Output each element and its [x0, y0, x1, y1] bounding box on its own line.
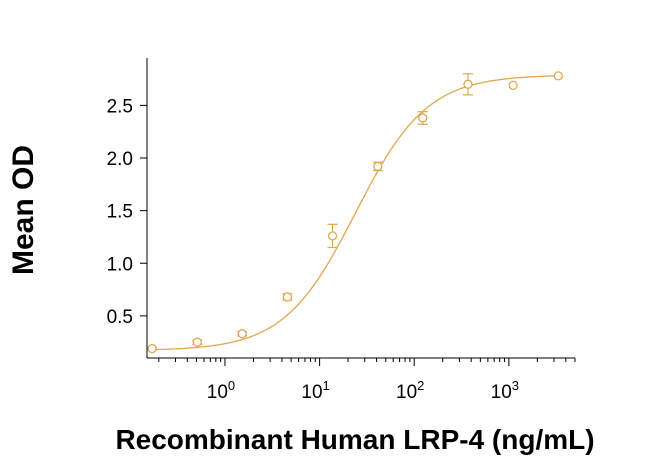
data-marker [192, 337, 202, 347]
data-marker [418, 113, 428, 123]
data-point [372, 161, 383, 172]
data-point [147, 343, 157, 354]
data-marker [553, 71, 563, 81]
data-point [462, 73, 473, 96]
x-tick-label: 102 [396, 378, 424, 403]
y-tick-label: 2.0 [107, 149, 133, 170]
data-marker [508, 80, 518, 91]
data-points [147, 71, 563, 354]
y-tick-label: 1.0 [107, 254, 133, 275]
data-point [327, 223, 338, 249]
data-marker [147, 343, 157, 354]
y-tick-label: 0.5 [107, 307, 133, 328]
data-point [553, 71, 563, 81]
y-tick-label: 1.5 [107, 202, 133, 223]
x-tick-label: 100 [207, 378, 235, 403]
y-axis-title: Mean OD [7, 145, 40, 275]
data-marker [282, 292, 293, 302]
data-point [417, 111, 428, 125]
y-tick-label: 2.5 [107, 96, 133, 117]
x-axis-title: Recombinant Human LRP-4 (ng/mL) [115, 424, 594, 455]
data-point [237, 329, 248, 339]
data-marker [463, 79, 473, 89]
y-axis-ticks: 0.5 1.0 1.5 2.0 2.5 [107, 96, 147, 328]
fit-curve [152, 75, 559, 351]
data-point [282, 292, 293, 302]
data-marker [237, 329, 247, 339]
x-tick-label: 103 [491, 378, 519, 403]
x-axis-ticks: 100 101 102 103 [158, 358, 576, 403]
data-point [192, 337, 203, 347]
data-marker [327, 231, 338, 241]
data-point [508, 80, 518, 91]
x-tick-label: 101 [301, 378, 329, 403]
data-marker [373, 161, 383, 172]
